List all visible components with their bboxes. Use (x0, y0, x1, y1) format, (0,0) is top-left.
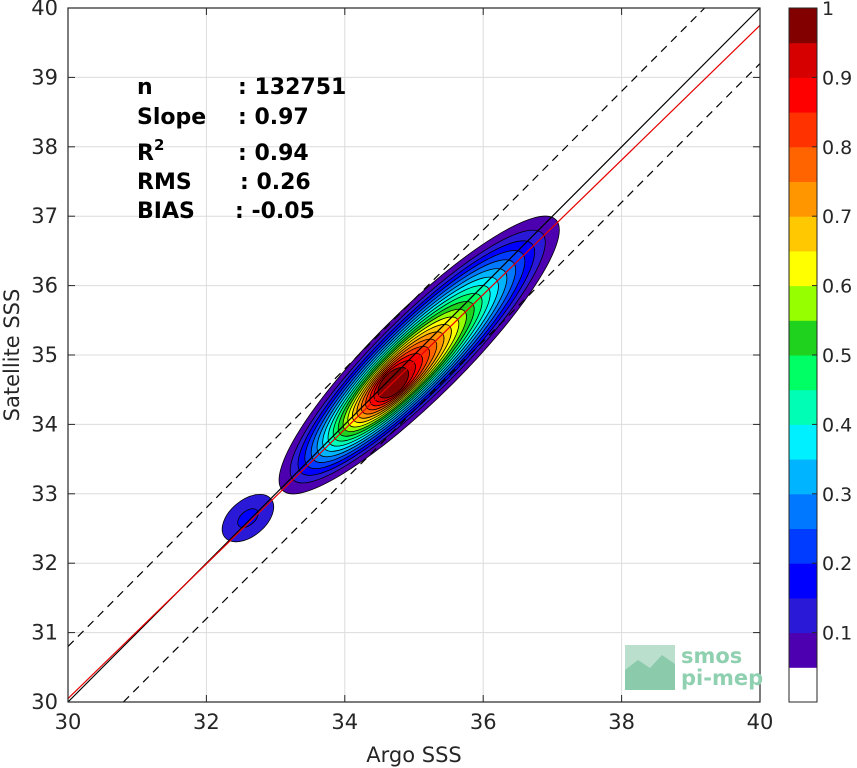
colorbar-tick-label: 0.5 (822, 345, 852, 367)
y-tick-label: 33 (31, 482, 58, 506)
reference-lines (67, 7, 761, 703)
colorbar-segment (789, 424, 817, 460)
y-tick-label: 34 (31, 412, 58, 436)
y-tick-label: 32 (31, 551, 58, 575)
colorbar-tick-label: 0.1 (822, 623, 852, 645)
colorbar-segment (789, 250, 817, 287)
stat-label: BIAS (137, 199, 195, 224)
colorbar-segment (789, 459, 817, 495)
colorbar-segment (789, 42, 817, 78)
y-tick-labels: 30 31 32 33 34 35 36 37 38 39 40 (31, 0, 58, 714)
y-tick-label: 37 (31, 204, 58, 228)
y-tick-label: 35 (31, 343, 58, 367)
logo-text: pi-mep (681, 666, 763, 690)
colorbar-segment (789, 112, 817, 148)
colorbar-segment (789, 285, 817, 321)
upper-bound-line (67, 7, 706, 647)
colorbar-segment (789, 597, 817, 634)
colorbar-tick-label: 0.7 (822, 206, 852, 228)
x-tick-label: 30 (55, 710, 82, 734)
x-axis-label: Argo SSS (366, 743, 461, 767)
stat-value: : 0.97 (238, 105, 309, 130)
colorbar: 0.1 0.2 0.3 0.4 0.5 0.6 0.7 0.8 0.9 1 (788, 0, 852, 703)
colorbar-tick-label: 0.2 (822, 553, 852, 575)
colorbar-segment (789, 389, 817, 425)
x-tick-label: 40 (747, 710, 774, 734)
colorbar-segment (789, 146, 817, 182)
colorbar-segment (789, 181, 817, 217)
colorbar-segment (789, 355, 817, 391)
y-axis-label: Satellite SSS (0, 289, 24, 422)
logo-text: smos (681, 644, 742, 668)
x-tick-label: 32 (193, 710, 220, 734)
y-tick-label: 40 (31, 0, 58, 20)
stat-value: : 132751 (238, 75, 346, 100)
y-tick-label: 31 (31, 621, 58, 645)
x-tick-label: 38 (608, 710, 635, 734)
colorbar-segment (789, 632, 817, 668)
stat-value: : 0.26 (240, 170, 311, 195)
colorbar-tick-label: 0.8 (822, 137, 852, 159)
colorbar-segment (789, 216, 817, 252)
colorbar-tick-label: 0.4 (822, 414, 852, 436)
y-tick-label: 38 (31, 135, 58, 159)
colorbar-tick-label: 0.9 (822, 67, 852, 89)
x-tick-labels: 30 32 34 36 38 40 (55, 710, 774, 734)
colorbar-segment (789, 528, 817, 564)
colorbar-segment (789, 77, 817, 113)
colorbar-segment (789, 320, 817, 356)
colorbar-tick-label: 0.3 (822, 484, 852, 506)
regression-line (67, 24, 761, 699)
lower-bound-line (122, 63, 761, 703)
grid-lines (67, 7, 761, 703)
y-tick-label: 30 (31, 690, 58, 714)
colorbar-tick-label: 0.6 (822, 276, 852, 298)
x-tick-label: 36 (470, 710, 497, 734)
colorbar-segment (789, 563, 817, 599)
density-contour-level (237, 508, 259, 528)
stat-value: : -0.05 (235, 199, 315, 224)
y-tick-label: 36 (31, 274, 58, 298)
colorbar-segment (789, 8, 817, 44)
colorbar-tick-label: 1 (822, 0, 834, 20)
logo-waves-icon (625, 655, 675, 690)
y-tick-label: 39 (31, 65, 58, 89)
axes-frame (67, 7, 761, 703)
colorbar-segment (789, 493, 817, 529)
stat-value: : 0.94 (238, 141, 309, 166)
stat-label: Slope (137, 105, 206, 130)
stat-label: n (137, 75, 153, 100)
stat-label: RMS (137, 170, 192, 195)
x-tick-label: 34 (331, 710, 358, 734)
